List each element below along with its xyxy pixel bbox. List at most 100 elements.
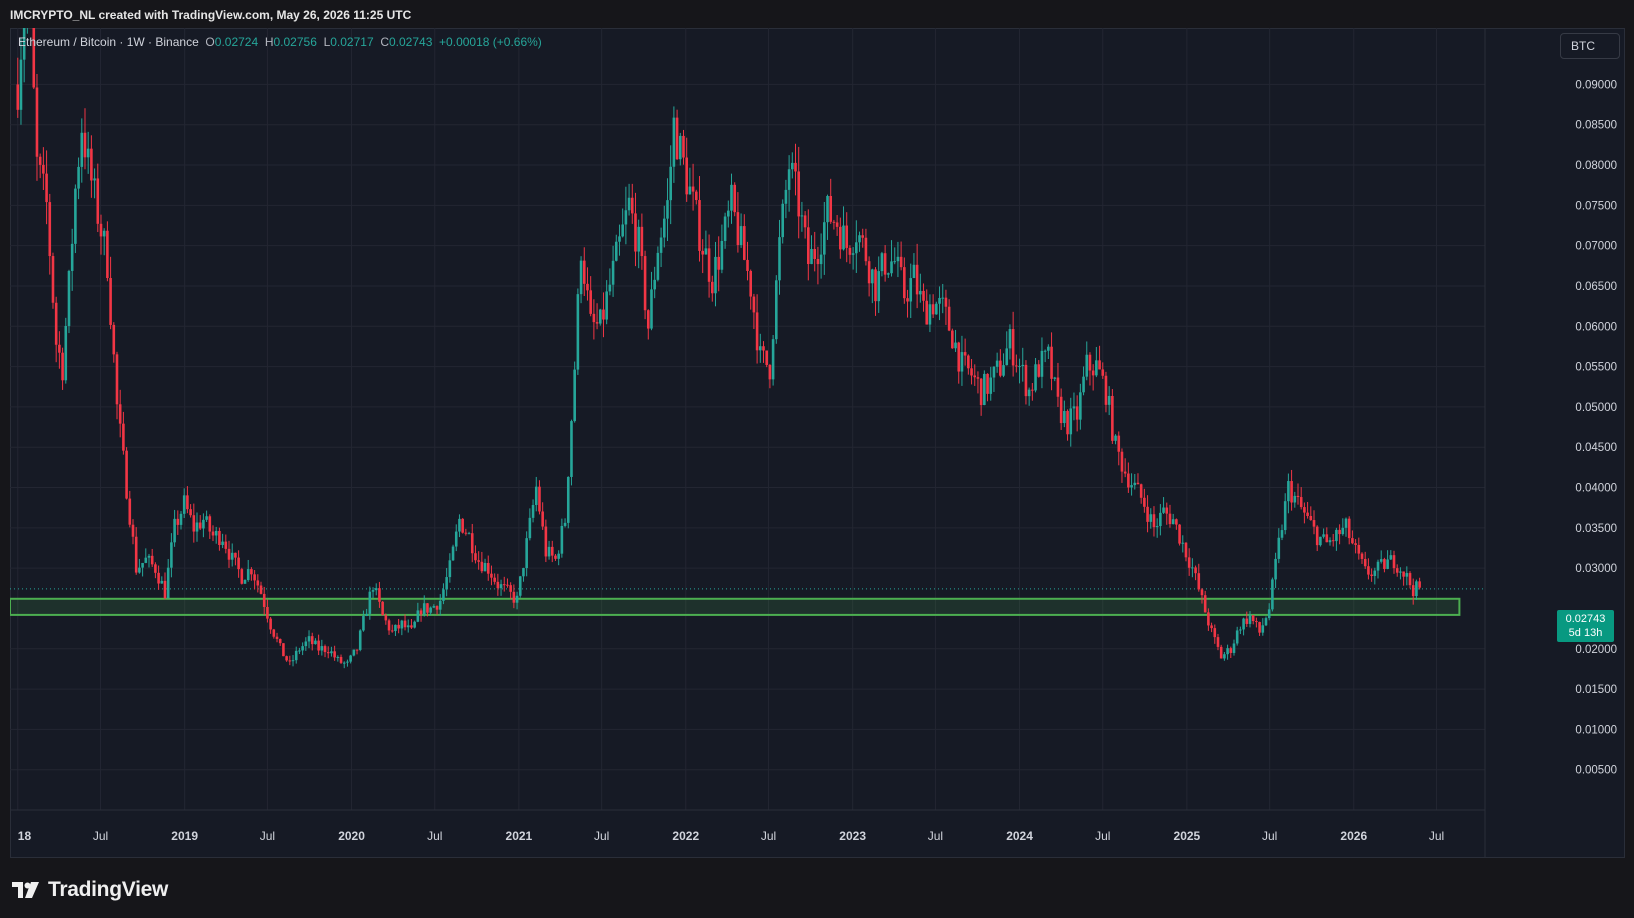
candle-body [1146,506,1149,522]
y-tick-label: 0.03000 [1575,563,1617,575]
candle-body [1248,615,1252,624]
candle-body [1050,346,1053,379]
x-tick-label: 2021 [506,829,533,843]
candle-body [1127,473,1130,488]
candle-body [240,569,244,584]
x-tick-label: 2023 [839,829,866,843]
candle-body [755,312,759,351]
currency-button[interactable]: BTC [1560,33,1620,59]
candle-body [1370,574,1373,576]
candle-body [499,584,503,589]
candle-body [125,450,128,499]
candle-body [1203,595,1207,613]
candle-body [826,195,829,223]
candle-body [493,577,496,582]
candle-body [1005,348,1009,366]
candle-body [1242,618,1245,630]
candle-body [208,516,212,532]
candle-body [99,223,103,237]
candle-body [566,476,570,523]
candle-body [935,303,938,315]
tradingview-logo-icon [12,882,39,898]
candle-body [1392,555,1396,569]
candle-body [304,641,308,647]
candle-body [784,189,788,204]
candle-body [1053,377,1057,379]
candle-body [237,557,240,570]
candle-body [592,313,596,323]
candle-body [365,613,368,616]
candle-body [653,279,656,290]
candle-body [1037,364,1041,377]
candle-body [1027,389,1031,397]
candle-body [1075,406,1079,420]
candle-body [951,330,954,349]
candle-body [1290,481,1293,503]
candle-body [176,518,180,525]
candle-body [106,230,109,278]
candle-body [35,87,39,157]
brand[interactable]: TradingView [12,878,168,902]
candle-body [141,562,144,568]
candle-body [1184,542,1188,558]
candle-body [320,646,324,651]
candle-body [528,517,532,539]
candle-body [307,636,311,642]
candle-body [346,661,349,663]
candle-body [1309,515,1313,521]
candle-body [186,495,189,510]
candle-body [317,640,320,651]
candle-body [765,350,769,365]
candle-body [1207,612,1210,626]
candle-body [1258,622,1261,633]
candle-body [778,237,781,281]
candle-body [1402,571,1405,577]
candle-body [547,546,551,557]
candle-body [531,505,535,518]
candle-body [944,297,948,307]
candle-body [646,310,650,329]
candle-body [61,352,64,381]
candle-body [323,646,327,653]
y-tick-label: 0.08500 [1575,120,1617,132]
candle-body [880,253,884,272]
chart-credit: IMCRYPTO_NL created with TradingView.com… [10,8,412,22]
candle-body [1229,648,1233,653]
candle-body [1015,365,1018,367]
candle-body [1098,360,1101,370]
candle-body [1303,507,1306,513]
candle-body [1325,534,1329,543]
candle-body [1389,555,1393,560]
candle-body [445,577,448,590]
symbol-title: Ethereum / Bitcoin · 1W · Binance [18,35,199,49]
candle-body [128,498,132,525]
candle-body [672,117,676,167]
candle-body [442,589,445,601]
high-value: 0.02756 [273,35,317,49]
candle-body [637,226,640,252]
candle-body [1123,471,1127,474]
candle-body [1223,654,1226,659]
candle-body [355,649,359,651]
candle-body [211,531,215,536]
candle-body [1331,540,1335,542]
candle-body [336,656,340,658]
candle-body [810,248,813,265]
candle-body [1130,485,1133,488]
candle-body [32,28,36,88]
price-chart[interactable]: 0.09000 0.08500 0.08000 0.07500 0.07000 0.065… [10,28,1625,858]
candle-body [1111,395,1114,441]
candle-body [381,601,384,616]
candle-body [749,270,753,297]
candle-body [848,247,852,255]
candle-body [1040,350,1044,377]
candle-body [887,273,890,275]
candle-body [979,378,983,406]
candle-body [474,553,477,561]
candle-body [1328,540,1332,543]
candle-body [291,660,295,662]
candle-body [1091,370,1095,376]
candle-body [1235,630,1239,644]
candle-body [720,240,724,270]
candle-body [1114,435,1117,441]
